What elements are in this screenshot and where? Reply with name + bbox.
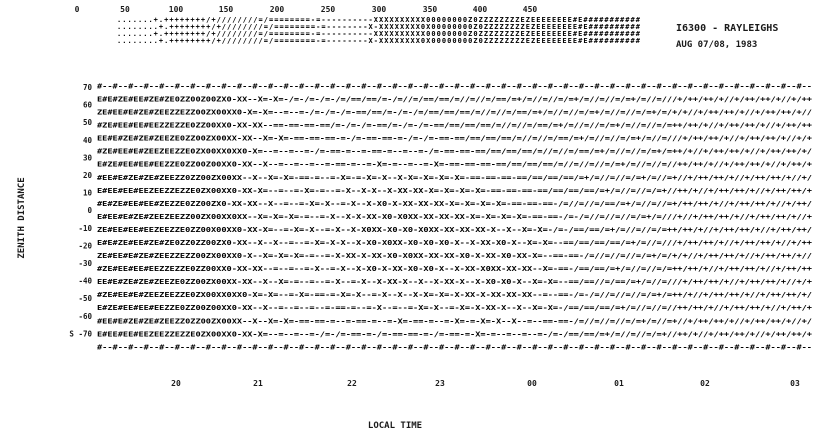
y-tick-label: 0: [87, 206, 92, 215]
x-tick-label: 20: [171, 379, 181, 388]
x-axis-ticks: 20 21 22 23 00 01 02 03: [171, 379, 800, 388]
map-row: ZE#EE#E#ZE#ZEEZZEZZ00ZX00XX0-X=-X=--=--=…: [97, 108, 812, 117]
legend-scale-strip: .......+.++++++++/+////////=/========-=-…: [117, 16, 641, 45]
legend-tick-label: 250: [321, 5, 336, 14]
legend-tick-label: 350: [423, 5, 438, 14]
x-tick-label: 02: [700, 379, 710, 388]
y-tick-label: -50: [78, 294, 92, 303]
map-row: #ZE#EE#E#ZEEZEEZZE0ZX00XX0XX0-X=--=--=--…: [97, 147, 812, 156]
legend-strip-row: .......+.++++++++/+////////=/========-=-…: [117, 30, 641, 38]
map-row: #ZE#EE#E#ZEEZEEZZE0ZX00XX0XX0-X=-X=--=-X…: [97, 290, 812, 299]
map-row: ZE#EE#E#ZE#ZEEZZEZZ00ZX00XX0-X--X=-X=-X=…: [97, 251, 812, 260]
map-row: #ZE#EE#EE#EEZZEZZE0ZZ00XX0-XX-XX--=--=--…: [97, 264, 813, 273]
y-tick-label: S -70: [69, 329, 92, 338]
y-tick-label: -30: [78, 259, 92, 268]
x-tick-label: 22: [347, 379, 357, 388]
map-row: ZE#EE#EE#EEZEEZZE0ZZ00X00XX0-XX-X=--=-X=…: [97, 225, 812, 234]
map-row: E#EE#EE#EEZEEZZEZZE0ZX00XX0-XX-X=--=--=-…: [97, 329, 813, 338]
map-row: EE#E#ZE#ZE#ZEEZE0ZZ00ZX00XX-XX--X=-X=-==…: [97, 134, 813, 143]
map-row: E#ZE#EE#EE#EEZZE0ZZ00Z00XX0-XX--X--=--=-…: [97, 160, 813, 169]
map-row: E#EE#E#ZE#ZEEZEEZZ00ZX00XX0XX--X=-X=-X=-…: [97, 212, 813, 221]
y-tick-label: -40: [78, 277, 92, 286]
y-tick-label: 30: [83, 153, 93, 162]
y-tick-label: 10: [83, 189, 93, 198]
y-tick-label: 20: [83, 171, 93, 180]
legend-tick-label: 100: [169, 5, 184, 14]
map-row: E#EE#EE#EEZEEZZEZZE0ZX00XX0-XX-X=--=--=-…: [97, 186, 813, 195]
y-tick-label: -20: [78, 241, 92, 250]
legend-tick-label: 450: [523, 5, 538, 14]
legend-tick-label: 150: [219, 5, 234, 14]
map-row: #--#--#--#--#--#--#--#--#--#--#--#--#--#…: [97, 342, 812, 351]
map-row: E#E#ZE#EE#ZE#ZE0ZZ00Z00ZX0-XX--X=-X=-/=-…: [97, 94, 813, 103]
map-row: #EE#E#ZE#ZE#ZEEZZ0ZZ00ZX00XX--X--X=-X=-=…: [97, 173, 812, 182]
x-tick-label: 00: [527, 379, 537, 388]
map-row: #E#ZE#EE#EE#ZEZZE0ZZ00ZX0-XX-XX--X--=--=…: [97, 199, 812, 208]
map-row: #EE#E#ZE#ZE#ZEEZZ0ZZ00ZX00XX--X--X=-X=-=…: [97, 316, 812, 325]
map-row: #--#--#--#--#--#--#--#--#--#--#--#--#--#…: [97, 81, 812, 90]
x-tick-label: 23: [435, 379, 445, 388]
legend-tick-label: 400: [473, 5, 488, 14]
x-tick-label: 21: [253, 379, 263, 388]
y-tick-label: 60: [83, 101, 93, 110]
zenith-time-map: #--#--#--#--#--#--#--#--#--#--#--#--#--#…: [97, 81, 813, 351]
legend-tick-label: 300: [372, 5, 387, 14]
map-row: #ZE#EE#EE#EEZZEZZE0ZZ00XX0-XX-XX--==-==-…: [97, 121, 813, 130]
legend-tick-label: 0: [75, 5, 80, 14]
y-tick-label: 70: [83, 83, 93, 92]
legend-strip-row: .......+.++++++++/+////////=/========-=-…: [117, 16, 641, 24]
map-row: EE#E#ZE#ZE#ZEEZE0ZZ00ZX00XX-XX--X--X=-=-…: [97, 277, 813, 286]
y-tick-label: -60: [78, 312, 92, 321]
legend-tick-label: 50: [120, 5, 130, 14]
x-axis-label: LOCAL TIME: [368, 421, 422, 431]
y-axis-ticks: 70 60 50 40 30 20 10 0 -10 -20 -30 -40 -50 -60 S -70: [69, 83, 92, 338]
map-row: E#ZE#EE#EE#EEZZE0ZZ00Z00XX0-XX--X--=--=-…: [97, 303, 813, 312]
chart-title: I6300 - RAYLEIGHS: [676, 23, 778, 34]
chart-subtitle: AUG 07/08, 1983: [676, 40, 757, 50]
y-tick-label: 50: [83, 118, 93, 127]
legend-strip-row: ........+.++++++++/+////////=/========-=…: [117, 37, 641, 45]
x-tick-label: 03: [790, 379, 800, 388]
y-tick-label: 40: [83, 136, 93, 145]
y-tick-label: -10: [78, 224, 92, 233]
map-row: E#E#ZE#EE#ZE#ZE0ZZ0ZZ00ZX0-XX--X--X--=--…: [97, 238, 813, 247]
legend-strip-row: ........+.++++++++/+////////=/========-=…: [117, 23, 641, 31]
legend-scale-ticks: 0 50 100 150 200 250 300 350 400 450: [75, 5, 538, 14]
y-axis-label: ZENITH DISTANCE: [17, 177, 27, 258]
legend-tick-label: 200: [270, 5, 285, 14]
x-tick-label: 01: [614, 379, 624, 388]
